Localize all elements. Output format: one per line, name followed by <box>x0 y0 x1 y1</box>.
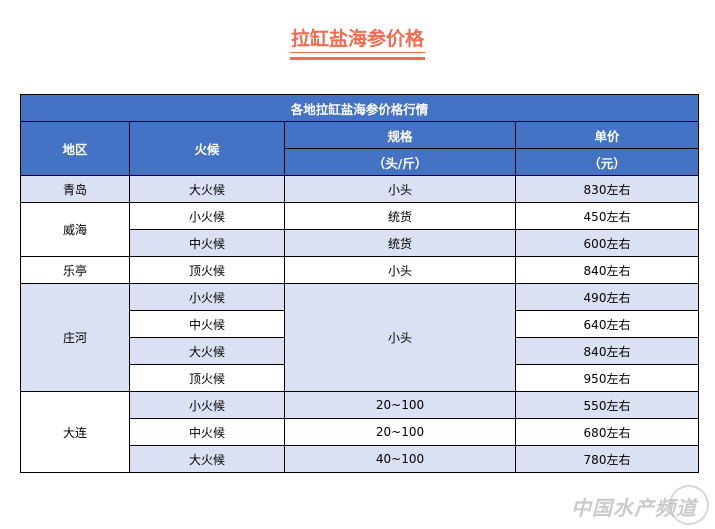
price-cell: 640左右 <box>514 310 700 338</box>
table-row: 大火候 40~100 780左右 <box>21 445 700 473</box>
spec-cell: 统货 <box>284 229 516 257</box>
region-cell: 庄河 <box>20 283 130 392</box>
spec-cell: 小头 <box>284 283 516 392</box>
header-spec-unit: （头/斤） <box>284 148 516 176</box>
price-cell: 550左右 <box>514 391 700 419</box>
heat-cell: 顶火候 <box>129 364 285 392</box>
region-cell: 大连 <box>20 391 130 473</box>
table-row: 乐亭 顶火候 小头 840左右 <box>20 256 700 284</box>
price-cell: 680左右 <box>514 418 700 446</box>
price-table: 各地拉缸盐海参价格行情 地区 火候 规格 单价 （头/斤） （元） 青岛 大火候小… <box>19 94 700 473</box>
table-row: 大连 小火候 20~100 550左右 <box>20 391 700 473</box>
price-cell: 450左右 <box>514 202 700 230</box>
heat-cell: 大火候 <box>129 175 285 203</box>
table-row: 威海 小火候 统货 450左右 <box>20 202 700 257</box>
spec-cell: 20~100 <box>284 418 516 446</box>
region-cell: 青岛 <box>20 175 130 203</box>
table-row: 中火候 20~100 680左右 <box>21 418 700 446</box>
heat-cell: 中火候 <box>129 229 285 257</box>
table-row: 大火候 840左右 <box>21 337 700 365</box>
heat-cell: 小火候 <box>129 202 285 230</box>
table-row: 青岛 大火候 小头 830左右 <box>20 175 700 203</box>
heat-cell: 小火候 <box>129 283 285 311</box>
region-cell: 威海 <box>20 202 130 257</box>
heat-cell: 中火候 <box>129 418 285 446</box>
header-price: 单价 <box>514 121 700 149</box>
spec-cell: 20~100 <box>284 391 516 419</box>
table-row: 顶火候 950左右 <box>21 364 700 392</box>
price-cell: 780左右 <box>514 445 700 473</box>
table-caption: 各地拉缸盐海参价格行情 <box>19 94 700 122</box>
watermark-globe-icon <box>669 485 709 525</box>
header-region: 地区 <box>20 121 130 176</box>
price-cell: 840左右 <box>514 256 700 284</box>
spec-cell: 统货 <box>284 202 516 230</box>
price-cell: 830左右 <box>514 175 700 203</box>
price-cell: 600左右 <box>514 229 700 257</box>
spec-cell: 小头 <box>284 175 516 203</box>
header-spec: 规格 <box>284 121 516 149</box>
table-row: 中火候 640左右 <box>21 310 700 338</box>
header-heat: 火候 <box>129 121 285 176</box>
header-price-unit: （元） <box>514 148 700 176</box>
page-title: 拉缸盐海参价格 <box>0 24 715 60</box>
heat-cell: 中火候 <box>129 310 285 338</box>
watermark: 中国水产频道 <box>571 496 697 520</box>
table-row: 庄河 小火候 小头 490左右 <box>20 283 700 392</box>
spec-cell: 40~100 <box>284 445 516 473</box>
table-row: 中火候 统货 600左右 <box>21 229 700 257</box>
region-cell: 乐亭 <box>20 256 130 284</box>
price-cell: 840左右 <box>514 337 700 365</box>
price-cell: 490左右 <box>514 283 700 311</box>
heat-cell: 小火候 <box>129 391 285 419</box>
spec-cell: 小头 <box>284 256 516 284</box>
heat-cell: 大火候 <box>129 337 285 365</box>
heat-cell: 大火候 <box>129 445 285 473</box>
heat-cell: 顶火候 <box>129 256 285 284</box>
price-cell: 950左右 <box>514 364 700 392</box>
